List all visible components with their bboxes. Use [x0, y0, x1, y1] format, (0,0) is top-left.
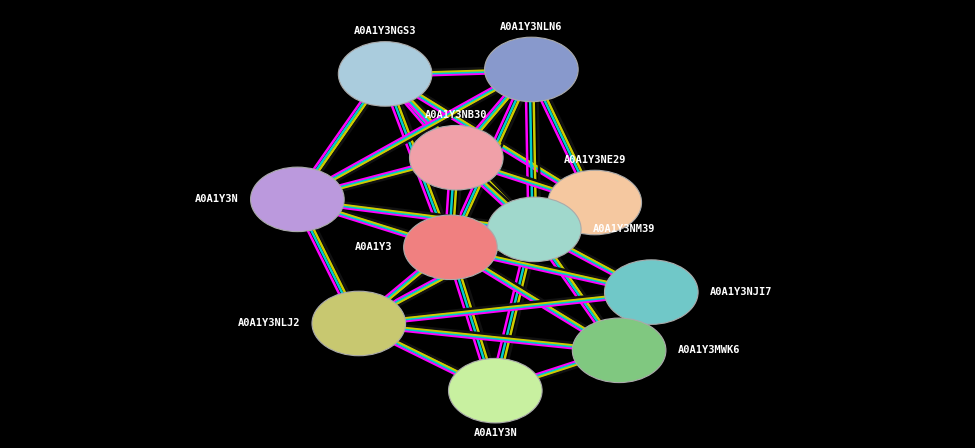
Ellipse shape [548, 170, 642, 235]
Ellipse shape [312, 291, 406, 356]
Ellipse shape [251, 167, 344, 232]
Ellipse shape [410, 125, 503, 190]
Ellipse shape [404, 215, 497, 280]
Ellipse shape [488, 197, 581, 262]
Text: A0A1Y3NLN6: A0A1Y3NLN6 [500, 22, 563, 32]
Ellipse shape [338, 42, 432, 106]
Text: A0A1Y3: A0A1Y3 [355, 242, 392, 252]
Text: A0A1Y3N: A0A1Y3N [474, 428, 517, 438]
Text: A0A1Y3NB30: A0A1Y3NB30 [425, 110, 488, 120]
Text: A0A1Y3NLJ2: A0A1Y3NLJ2 [238, 319, 300, 328]
Text: A0A1Y3NGS3: A0A1Y3NGS3 [354, 26, 416, 36]
Text: A0A1Y3N: A0A1Y3N [195, 194, 239, 204]
Text: A0A1Y3NE29: A0A1Y3NE29 [564, 155, 626, 165]
Ellipse shape [448, 358, 542, 423]
Text: A0A1Y3NM39: A0A1Y3NM39 [593, 224, 655, 234]
Text: A0A1Y3MWK6: A0A1Y3MWK6 [678, 345, 740, 355]
Ellipse shape [485, 37, 578, 102]
Ellipse shape [604, 260, 698, 324]
Text: A0A1Y3NJI7: A0A1Y3NJI7 [710, 287, 772, 297]
Ellipse shape [572, 318, 666, 383]
